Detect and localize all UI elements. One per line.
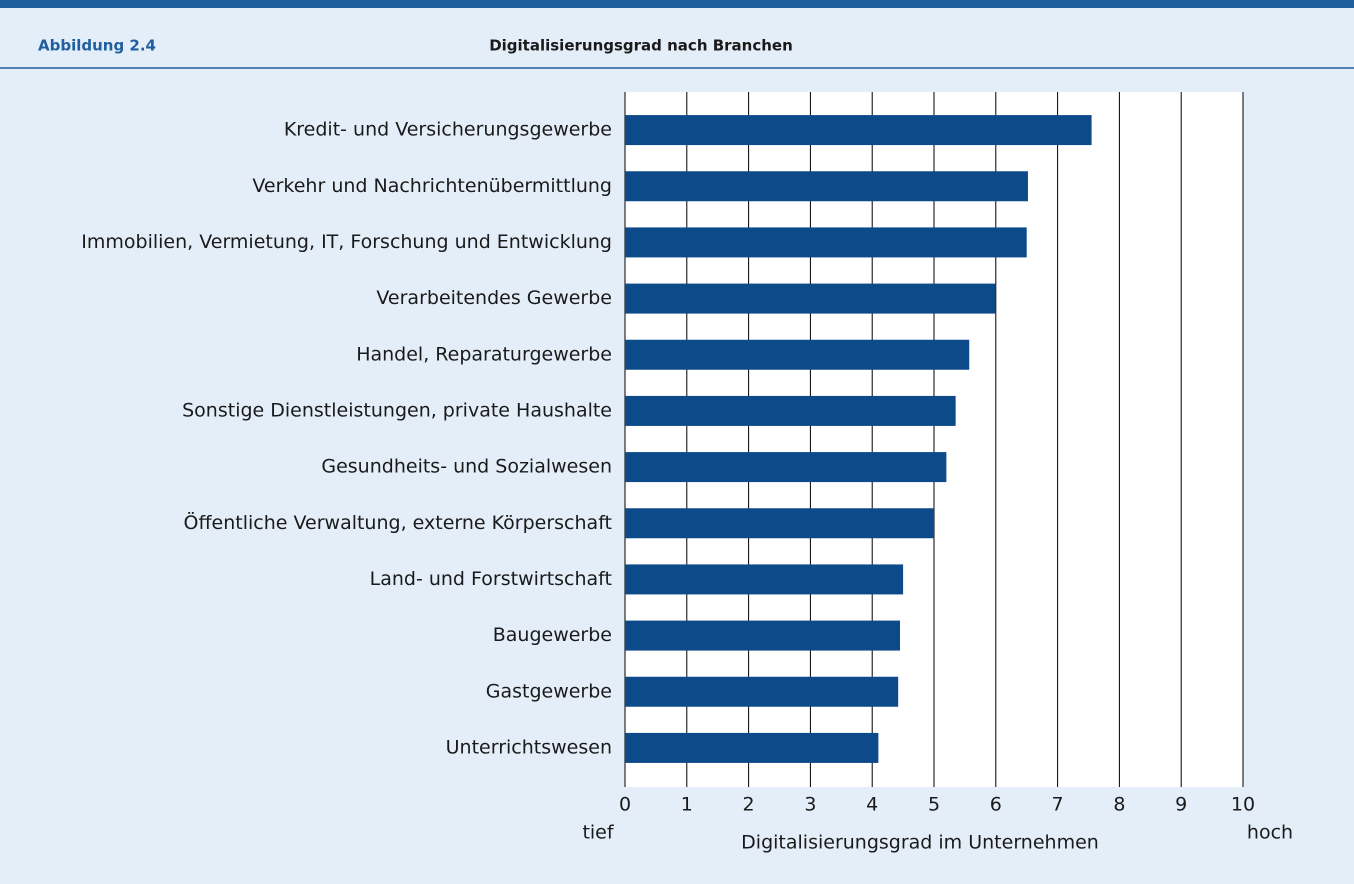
x-tick-label: 7 [1052, 794, 1064, 816]
x-tick-label: 5 [928, 794, 940, 816]
x-axis-label: Digitalisierungsgrad im Unternehmen [741, 832, 1099, 854]
x-tick-label: 1 [681, 794, 693, 816]
bar [625, 395, 956, 426]
bar [625, 171, 1028, 202]
y-tick-label: Sonstige Dienstleistungen, private Haush… [182, 399, 612, 421]
top-bar [0, 0, 1354, 8]
bar [625, 115, 1092, 146]
bar [625, 283, 996, 314]
y-tick-label: Kredit- und Versicherungsgewerbe [284, 119, 612, 141]
x-tick-label: 10 [1231, 794, 1255, 816]
x-tick-label: 2 [743, 794, 755, 816]
x-tick-label: 9 [1175, 794, 1187, 816]
bar [625, 227, 1027, 258]
bar [625, 339, 970, 370]
y-tick-label: Handel, Reparaturgewerbe [356, 343, 612, 365]
bar [625, 508, 934, 539]
bar [625, 452, 947, 483]
bar [625, 564, 904, 595]
y-tick-label: Verarbeitendes Gewerbe [376, 287, 612, 309]
bar [625, 732, 879, 763]
y-tick-label: Öffentliche Verwaltung, externe Körpersc… [184, 511, 613, 534]
y-tick-label: Gesundheits- und Sozialwesen [321, 456, 612, 478]
x-tick-label: 3 [804, 794, 816, 816]
x-tick-label: 0 [619, 794, 631, 816]
y-tick-label: Baugewerbe [493, 624, 612, 646]
x-tick-label: 4 [866, 794, 878, 816]
y-tick-label: Immobilien, Vermietung, IT, Forschung un… [81, 231, 612, 253]
bar [625, 620, 901, 651]
bar [625, 676, 899, 707]
y-tick-label: Unterrichtswesen [446, 736, 612, 758]
annotation: tief [582, 822, 614, 844]
x-tick-label: 8 [1113, 794, 1125, 816]
chart-title: Digitalisierungsgrad nach Branchen [489, 37, 793, 55]
y-tick-label: Land- und Forstwirtschaft [370, 568, 612, 590]
annotation: hoch [1247, 822, 1293, 844]
y-tick-label: Gastgewerbe [486, 680, 612, 702]
x-tick-label: 6 [990, 794, 1002, 816]
figure-label: Abbildung 2.4 [38, 37, 156, 55]
y-tick-label: Verkehr und Nachrichtenübermittlung [252, 175, 612, 197]
